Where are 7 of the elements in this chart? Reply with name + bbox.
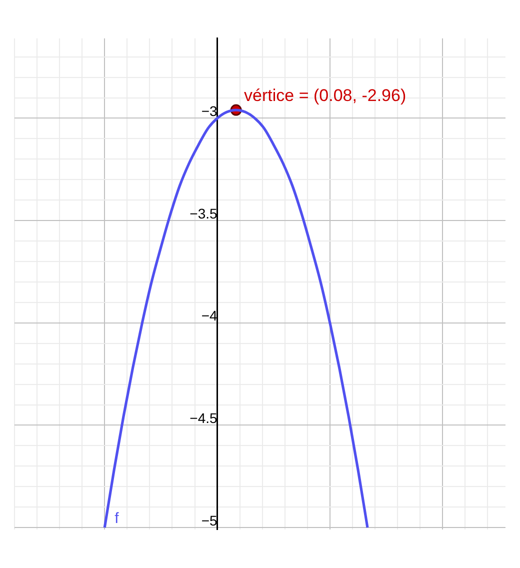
y-tick-label: −3 — [201, 103, 218, 120]
y-tick-label: −4 — [201, 308, 218, 324]
y-tick-label: −5 — [201, 512, 218, 528]
y-tick-label: −3.5 — [190, 205, 218, 222]
y-tick-label: −4.5 — [190, 410, 218, 426]
series-label: f — [114, 510, 120, 528]
annotation: vértice = (0.08, -2.96) — [244, 86, 406, 106]
